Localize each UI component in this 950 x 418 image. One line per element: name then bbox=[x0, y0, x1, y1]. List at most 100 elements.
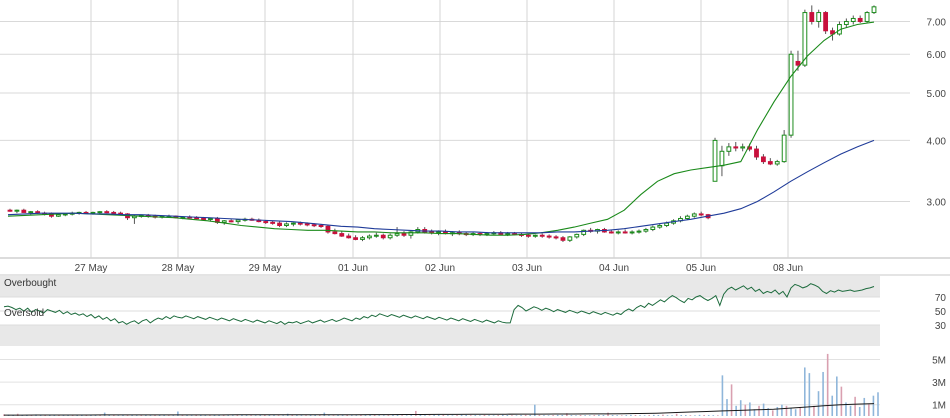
candle bbox=[235, 219, 241, 224]
oscillator-panel bbox=[0, 276, 880, 346]
price-tick-label: 6.00 bbox=[927, 50, 947, 61]
oscillator-tick-label: 70 bbox=[935, 293, 947, 304]
candle bbox=[781, 130, 787, 163]
candle bbox=[367, 234, 372, 240]
candle-body bbox=[553, 236, 559, 239]
candle bbox=[774, 159, 780, 166]
candle bbox=[380, 233, 386, 240]
oscillator-tick-label: 50 bbox=[935, 307, 947, 318]
candle-body bbox=[802, 12, 808, 66]
candle-body bbox=[691, 213, 697, 217]
candle-body bbox=[657, 225, 663, 228]
date-tick-label: 03 Jun bbox=[512, 263, 542, 274]
candle bbox=[615, 230, 621, 235]
date-tick-label: 01 Jun bbox=[338, 263, 368, 274]
candle bbox=[353, 235, 359, 241]
candle bbox=[104, 210, 110, 214]
candle bbox=[712, 137, 718, 182]
candle bbox=[401, 231, 407, 237]
axis-labels: 3.00 4.00 5.00 6.00 7.00 27 May 28 May 29 May 01… bbox=[4, 17, 946, 411]
overbought-label: Overbought bbox=[4, 278, 56, 289]
candle bbox=[346, 233, 352, 239]
candle-body bbox=[360, 237, 365, 240]
candle-body bbox=[387, 234, 393, 239]
candle-body bbox=[871, 6, 877, 14]
candle-body bbox=[608, 231, 614, 234]
candle bbox=[871, 5, 877, 15]
oversold-zone bbox=[0, 325, 880, 346]
candle bbox=[761, 154, 766, 164]
candle-body bbox=[270, 221, 276, 224]
candle-body bbox=[194, 217, 200, 220]
date-tick-label: 28 May bbox=[162, 263, 195, 274]
candle-body bbox=[726, 146, 732, 152]
candle-body bbox=[97, 211, 103, 214]
candle-body bbox=[332, 231, 338, 235]
candle-body bbox=[698, 213, 704, 216]
candle-body bbox=[774, 161, 780, 165]
candle-body bbox=[809, 12, 815, 22]
candle bbox=[567, 236, 573, 242]
candle-body bbox=[304, 223, 310, 226]
candle bbox=[726, 143, 732, 156]
candle-body bbox=[740, 146, 746, 149]
candle-body bbox=[712, 139, 718, 182]
candle bbox=[14, 209, 20, 214]
candle-body bbox=[14, 209, 20, 212]
candle-body bbox=[401, 233, 407, 236]
candle-body bbox=[90, 211, 96, 214]
candle-body bbox=[629, 231, 635, 234]
candle-body bbox=[733, 146, 739, 149]
candle-body bbox=[843, 20, 849, 26]
candle-body bbox=[546, 235, 552, 238]
candle bbox=[581, 229, 587, 237]
candle-body bbox=[104, 211, 110, 214]
candle bbox=[802, 9, 808, 68]
price-tick-label: 5.00 bbox=[927, 89, 947, 100]
candle-body bbox=[325, 225, 331, 233]
candle-body bbox=[650, 226, 656, 231]
candle-body bbox=[850, 17, 856, 22]
candle-body bbox=[311, 224, 317, 227]
candle-body bbox=[221, 220, 227, 223]
candle-body bbox=[684, 215, 690, 219]
candle bbox=[111, 210, 117, 214]
candle-body bbox=[581, 229, 587, 235]
candle-body bbox=[394, 233, 400, 236]
candle-body bbox=[823, 12, 829, 32]
candle-body bbox=[235, 219, 241, 223]
candle bbox=[539, 233, 545, 238]
candle bbox=[553, 235, 559, 240]
candle-body bbox=[754, 148, 759, 158]
candle bbox=[277, 221, 282, 228]
candle bbox=[788, 50, 794, 138]
candle-body bbox=[277, 222, 282, 227]
oscillator-tick-label: 30 bbox=[935, 321, 947, 332]
candle-body bbox=[788, 53, 794, 136]
candle-body bbox=[284, 223, 289, 227]
candle bbox=[809, 5, 815, 25]
candle bbox=[21, 208, 27, 213]
price-panel bbox=[7, 5, 877, 242]
candle-body bbox=[532, 234, 538, 237]
candle bbox=[657, 223, 663, 229]
candle-body bbox=[574, 233, 580, 238]
candle-body bbox=[795, 60, 801, 66]
candle-body bbox=[318, 225, 324, 228]
candle-body bbox=[353, 237, 359, 240]
candle-body bbox=[373, 234, 379, 237]
volume-tick-label: 5M bbox=[932, 356, 946, 367]
price-tick-label: 3.00 bbox=[927, 198, 947, 209]
candle-body bbox=[21, 209, 27, 213]
candle bbox=[767, 158, 773, 166]
candle bbox=[221, 220, 227, 225]
oversold-label: Oversold bbox=[4, 308, 44, 319]
candle-body bbox=[643, 229, 649, 232]
candle-body bbox=[560, 237, 566, 241]
candle bbox=[636, 229, 642, 234]
candle-body bbox=[664, 222, 670, 227]
candle-body bbox=[767, 161, 773, 165]
candle bbox=[740, 143, 746, 152]
candle-body bbox=[539, 234, 545, 237]
